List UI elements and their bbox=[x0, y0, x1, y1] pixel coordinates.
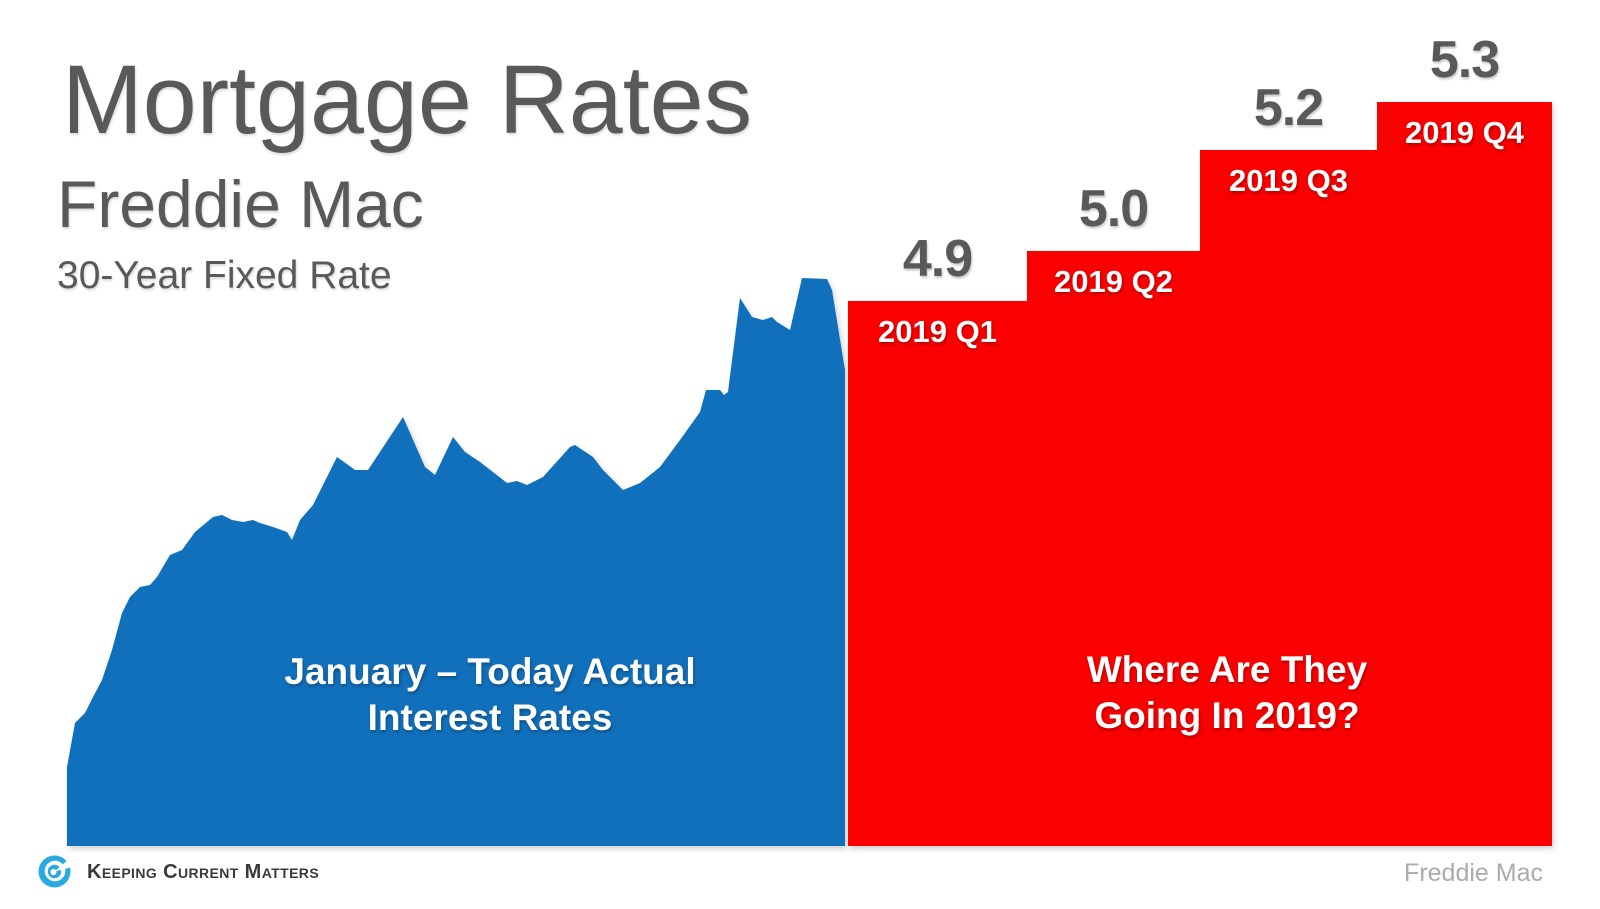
forecast-quarter-q3: 2019 Q3 bbox=[1229, 163, 1348, 198]
actual-rates-area-shape bbox=[67, 278, 845, 846]
source-credit: Freddie Mac bbox=[1404, 859, 1543, 887]
forecast-value-q4: 5.3 bbox=[1429, 31, 1500, 89]
forecast-quarter-q2: 2019 Q2 bbox=[1054, 264, 1173, 299]
forecast-value-q2: 5.0 bbox=[1078, 180, 1149, 238]
actual-caption-line2: Interest Rates bbox=[367, 697, 613, 738]
forecast-quarter-q4: 2019 Q4 bbox=[1405, 115, 1524, 150]
forecast-caption-line2: Going In 2019? bbox=[1094, 695, 1360, 736]
actual-caption-line1: January – Today Actual bbox=[284, 651, 696, 692]
rate-type-label: 30-Year Fixed Rate bbox=[57, 254, 392, 297]
forecast-steps-shape bbox=[848, 102, 1552, 846]
page-title: Mortgage Rates bbox=[62, 45, 753, 154]
forecast-caption: Where Are They Going In 2019? bbox=[927, 647, 1527, 739]
forecast-value-q1: 4.9 bbox=[902, 230, 973, 288]
forecast-value-q3: 5.2 bbox=[1253, 79, 1324, 137]
kcm-swirl-logo-icon bbox=[38, 855, 71, 888]
actual-rates-caption: January – Today Actual Interest Rates bbox=[190, 649, 790, 741]
subtitle-freddie-mac: Freddie Mac bbox=[57, 167, 424, 241]
brand-name: Keeping Current Matters bbox=[87, 861, 320, 883]
forecast-quarter-q1: 2019 Q1 bbox=[878, 314, 997, 349]
forecast-caption-line1: Where Are They bbox=[1086, 649, 1368, 690]
